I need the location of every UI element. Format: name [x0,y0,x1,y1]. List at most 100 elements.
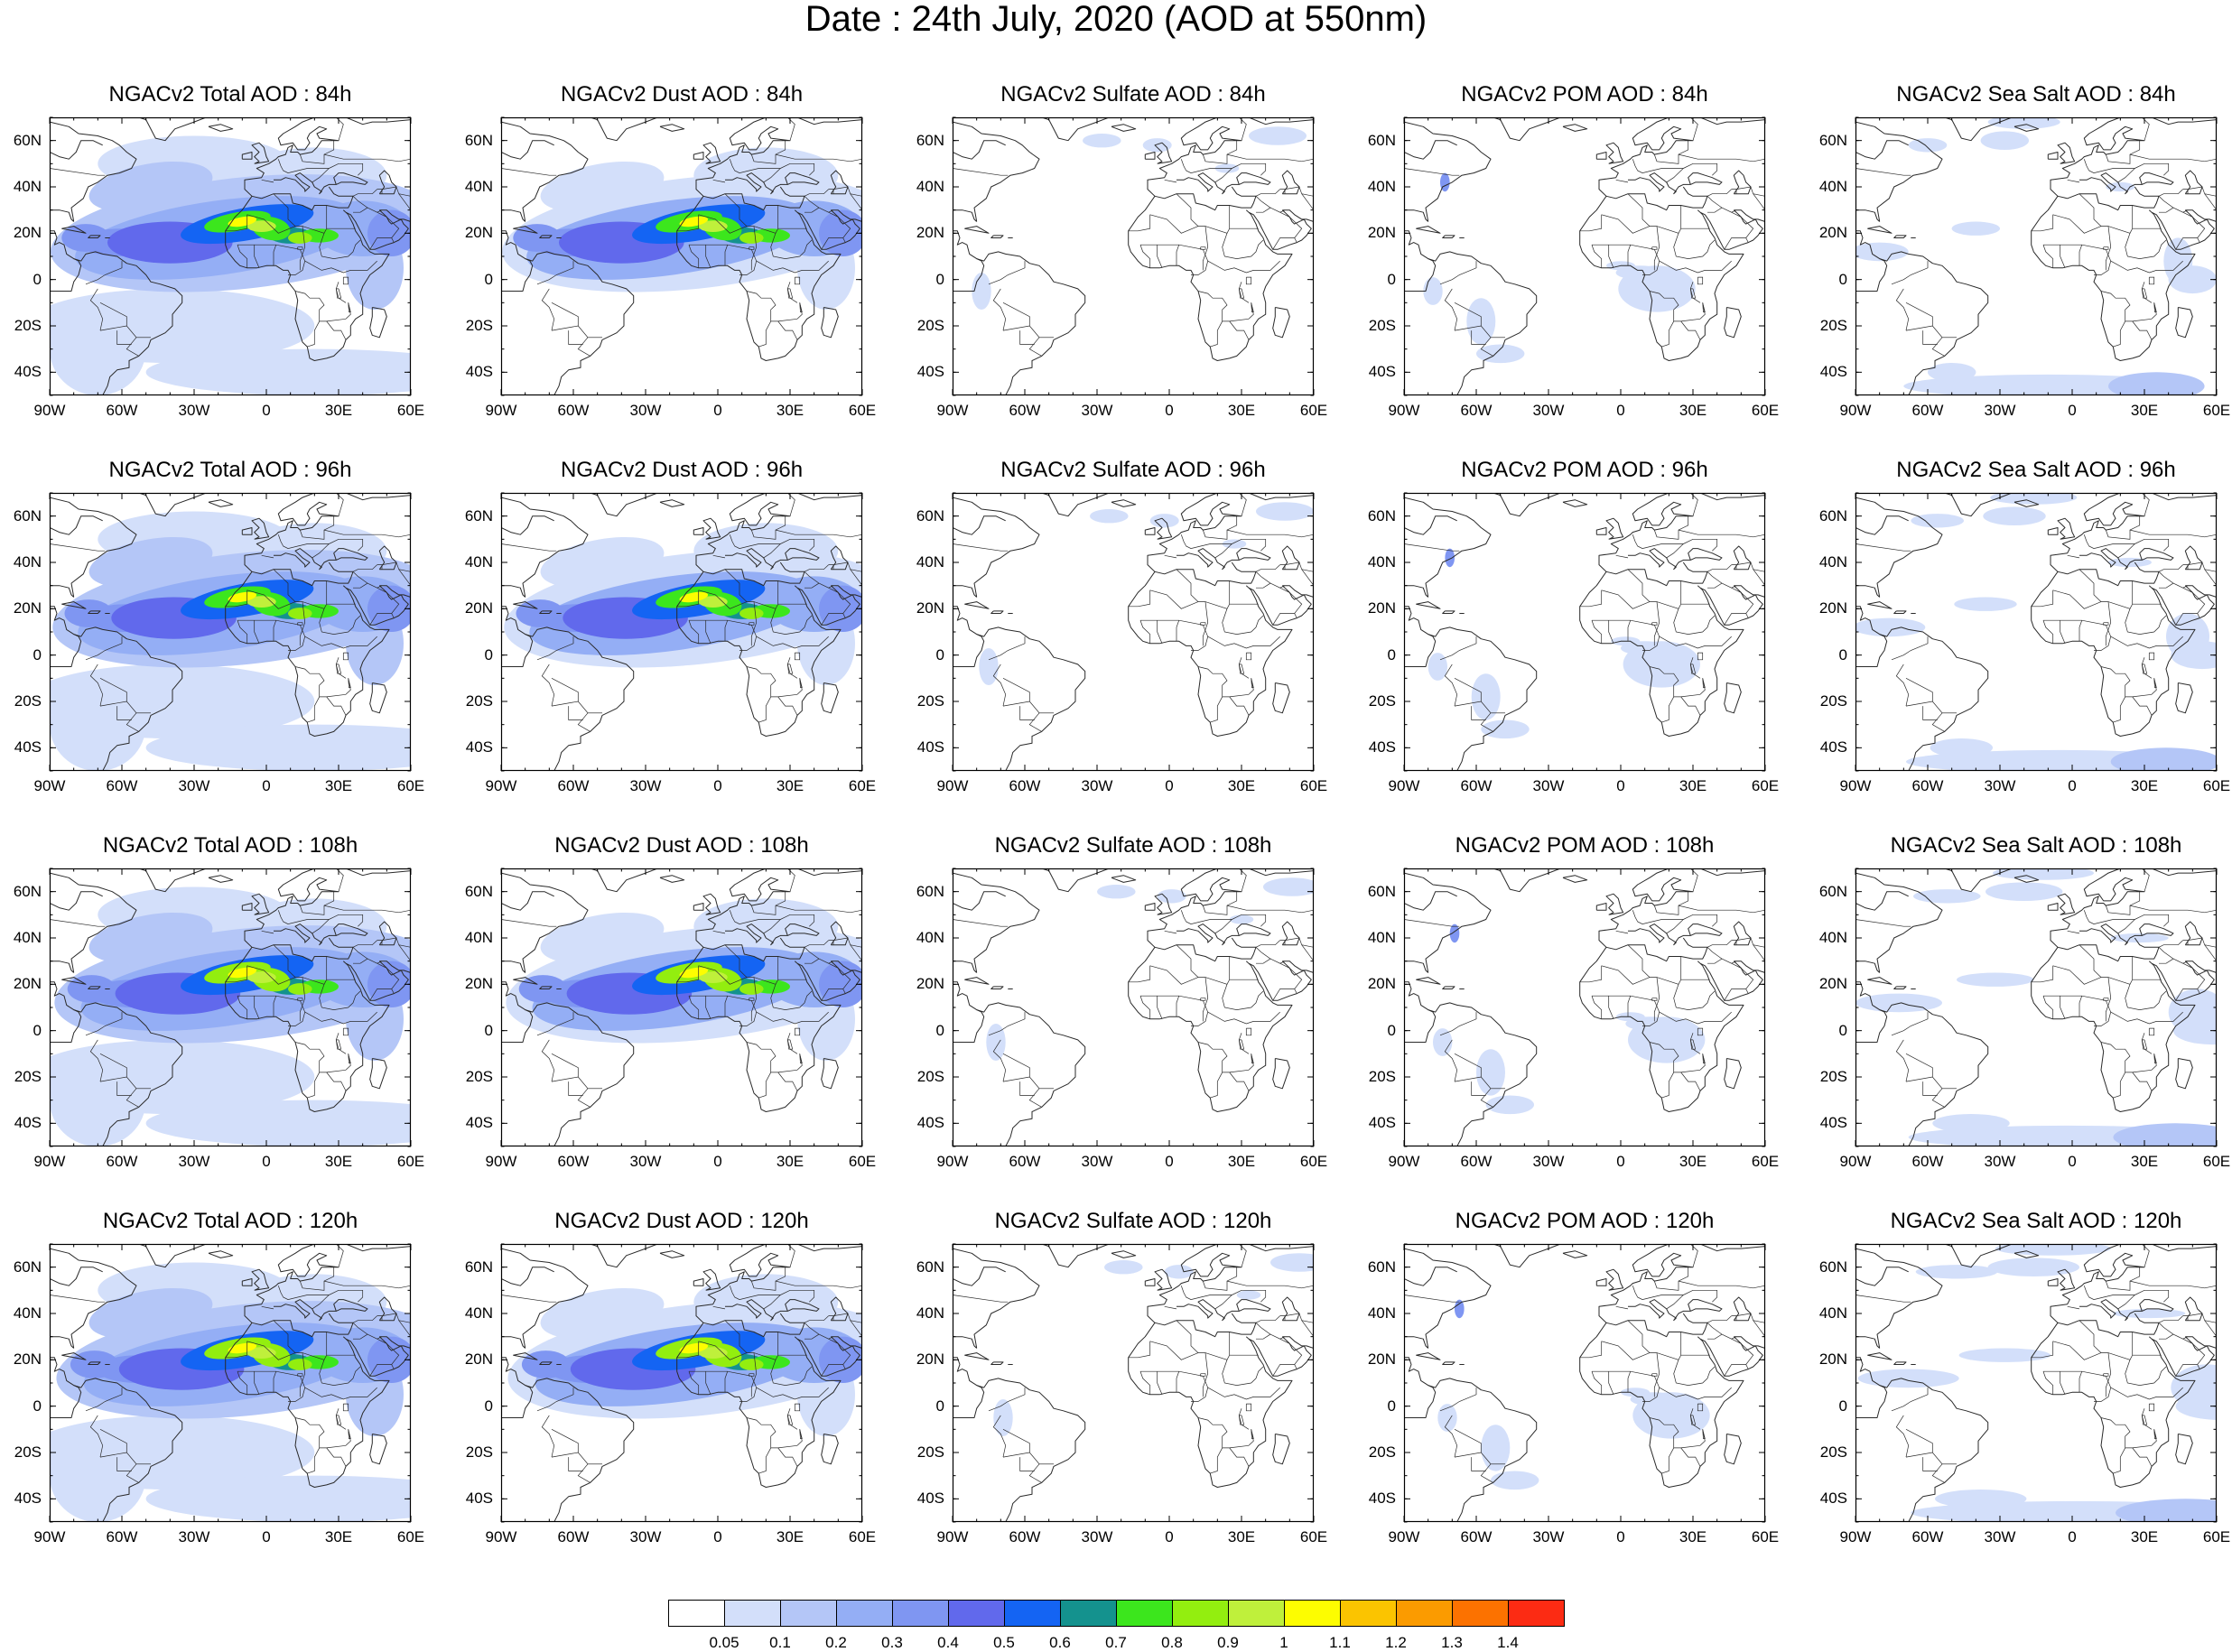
country-border [377,962,400,994]
lon-tick-label: 30W [178,1153,210,1170]
coastline [693,903,704,911]
coastline [1248,585,1312,626]
country-border [323,905,411,914]
lat-tick-label: 20S [1368,1068,1396,1085]
panel-title: NGACv2 Total AOD : 120h [102,1209,358,1233]
map-panel: NGACv2 Sulfate AOD : 96h 60N 40N 20N 0 20S 40S… [903,458,1354,827]
lat-tick-label: 60N [1818,131,1847,149]
aod-contour [1908,138,1948,153]
country-border [89,664,104,707]
panel-title: NGACv2 Dust AOD : 120h [554,1209,809,1233]
lat-tick-label: 60N [916,1258,944,1276]
country-border [1210,320,1223,348]
coastline [1416,977,1441,985]
lon-tick-label: 60E [848,402,877,419]
aod-contour [1164,1265,1194,1279]
country-border [1721,582,1737,589]
coastline [539,986,553,989]
country-border [1255,1315,1280,1323]
country-border [1255,1323,1271,1340]
lake-outline [786,1415,794,1425]
country-border [777,1072,798,1091]
coastline [501,634,534,667]
coastline [208,875,234,883]
country-border [1222,233,1264,259]
country-border [1197,291,1250,322]
country-border [850,569,862,588]
coastline [1176,923,1271,946]
country-border [237,244,306,275]
lat-tick-label: 0 [484,1397,493,1415]
country-border [750,601,758,646]
country-border [1255,947,1271,964]
aod-contour [1855,242,1909,262]
lake-outline [1651,998,1658,1001]
country-border [1653,601,1660,646]
country-border [2052,1332,2134,1360]
lake-outline [1245,652,1252,661]
country-border [1471,330,1486,345]
country-border [501,543,557,552]
lat-tick-label: 20S [916,1443,944,1461]
lat-tick-label: 0 [935,1397,944,1415]
aod-map [500,492,863,772]
country-border [1608,1371,1614,1395]
country-border [758,320,772,348]
coastline [1598,868,1765,948]
coastline [50,121,137,222]
country-border [2182,189,2189,194]
country-border [501,168,557,176]
lon-tick-label: 60E [1751,402,1780,419]
lon-tick-label: 0 [713,1153,722,1170]
lake-outline [794,276,801,285]
country-border [2113,320,2126,348]
lon-tick-label: 30E [776,777,804,794]
coastline [830,1296,849,1322]
coastline [1404,121,1492,222]
country-border [1721,207,1737,213]
coastline [2079,548,2174,571]
country-border [1229,1447,1250,1467]
country-border [1140,244,1209,275]
lake-outline [335,1415,342,1425]
lake-outline [786,288,794,299]
country-border [804,1315,829,1323]
country-border [323,529,411,538]
country-border [1269,582,1286,589]
panel-title: NGACv2 Sulfate AOD : 120h [994,1209,1272,1233]
country-border [1724,1364,1746,1377]
aod-contour [1256,502,1314,521]
country-border [89,1415,104,1458]
country-border [1269,1333,1286,1340]
country-border [1601,580,1682,609]
country-border [850,193,862,212]
country-border [828,211,851,243]
country-border [277,534,330,559]
aod-contour [513,224,562,252]
country-border [804,947,820,964]
coastline [241,527,253,535]
lon-tick-label: 90W [1388,777,1420,794]
map-panel: NGACv2 Sulfate AOD : 120h 60N 40N 20N 0 20S 40… [903,1209,1354,1578]
aod-contour [1491,1471,1539,1490]
coastline [1855,121,1943,222]
coastline [539,235,553,238]
country-border [1176,245,1180,266]
coastline [1404,606,1538,771]
coastline [953,1357,1086,1522]
country-border [1659,636,1732,649]
country-border [2110,1387,2183,1400]
country-border [1207,636,1280,649]
lake-outline [335,664,342,674]
country-border [116,1081,132,1096]
country-border [261,930,274,934]
lon-tick-label: 60E [1299,1528,1328,1545]
colorbar-swatch [1284,1600,1341,1627]
country-border [2175,237,2198,250]
country-border [294,666,347,698]
country-border [261,1305,274,1310]
country-border [1272,1364,1295,1377]
lon-tick-label: 60E [1299,1153,1328,1170]
aod-map [1855,1243,2218,1523]
aod-contour [1911,514,1964,528]
